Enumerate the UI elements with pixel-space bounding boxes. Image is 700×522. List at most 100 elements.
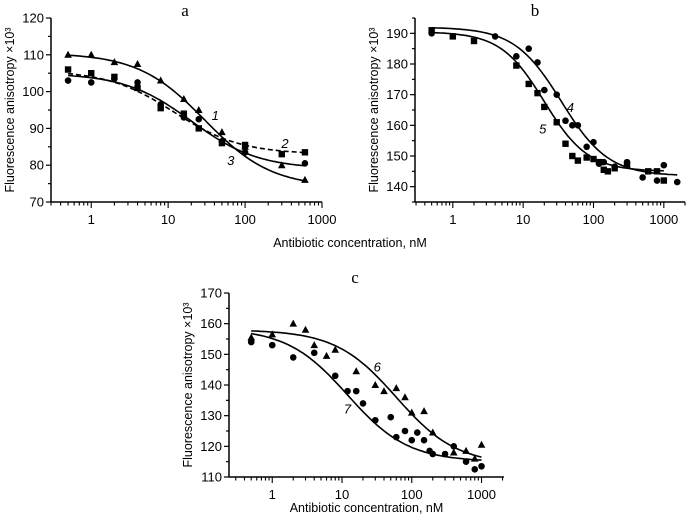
data-point-square bbox=[241, 141, 249, 149]
series-3: 3 bbox=[64, 74, 309, 168]
data-point-square bbox=[64, 66, 72, 73]
data-point-circle bbox=[180, 114, 188, 121]
panel-title: c bbox=[351, 268, 359, 287]
data-point-circle bbox=[569, 122, 576, 129]
data-point-circle bbox=[478, 462, 485, 470]
data-point-square bbox=[449, 33, 457, 40]
data-point-triangle bbox=[331, 345, 340, 353]
data-point-circle bbox=[462, 458, 470, 465]
y-tick-label: 120 bbox=[200, 439, 222, 454]
fit-curve bbox=[251, 332, 482, 461]
data-point-circle bbox=[429, 450, 437, 458]
data-point-circle bbox=[331, 372, 339, 380]
panel-b: b 140 150 160 170 180 190 1 10 100 1000 Fluorescenc… bbox=[367, 1, 686, 227]
series-6: 6 bbox=[247, 319, 486, 462]
y-tick-label: 100 bbox=[22, 84, 44, 99]
data-point-circle bbox=[491, 33, 499, 40]
data-point-circle bbox=[413, 429, 421, 436]
y-tick-label: 160 bbox=[200, 316, 222, 331]
x-tick-label: 100 bbox=[234, 212, 256, 227]
data-point-circle bbox=[583, 143, 590, 151]
data-point-square bbox=[278, 150, 285, 158]
data-point-circle bbox=[111, 75, 118, 83]
panel-title: b bbox=[531, 1, 540, 20]
shared-x-axis-label: Antibiotic concentration, nM bbox=[273, 236, 427, 250]
data-point-circle bbox=[371, 416, 379, 424]
data-point-circle bbox=[247, 338, 255, 346]
x-tick-label: 1 bbox=[88, 212, 95, 227]
y-tick-label: 120 bbox=[22, 11, 44, 26]
series-7: 7 bbox=[247, 332, 485, 473]
data-point-square bbox=[653, 168, 661, 175]
data-point-square bbox=[645, 168, 652, 175]
data-point-circle bbox=[289, 354, 297, 361]
fit-curve bbox=[68, 54, 306, 182]
data-point-square bbox=[470, 37, 478, 45]
curve-label: 2 bbox=[280, 136, 289, 151]
data-point-circle bbox=[401, 427, 409, 435]
x-tick-label: 10 bbox=[516, 212, 530, 227]
data-point-circle bbox=[450, 443, 458, 450]
data-point-triangle bbox=[380, 387, 388, 395]
y-axis-label: Fluorescence anisotropy ×10³ bbox=[367, 27, 381, 192]
data-point-circle bbox=[301, 160, 309, 167]
y-tick-label: 160 bbox=[386, 118, 408, 133]
y-tick-label: 150 bbox=[200, 347, 222, 362]
curve-label: 3 bbox=[227, 153, 235, 168]
curve-label: 4 bbox=[567, 100, 574, 115]
data-point-triangle bbox=[462, 446, 470, 454]
curve-label: 7 bbox=[344, 401, 352, 416]
data-point-square bbox=[569, 152, 576, 160]
data-point-square bbox=[590, 155, 597, 163]
data-point-square bbox=[534, 89, 541, 97]
data-point-triangle bbox=[392, 384, 401, 392]
data-point-circle bbox=[195, 115, 203, 123]
x-tick-label: 100 bbox=[401, 487, 423, 502]
y-tick-label: 110 bbox=[201, 470, 222, 485]
data-point-circle bbox=[541, 86, 548, 94]
x-tick-label: 1000 bbox=[308, 212, 337, 227]
data-point-triangle bbox=[156, 76, 165, 84]
curve-label: 6 bbox=[374, 360, 382, 375]
y-tick-label: 80 bbox=[30, 158, 44, 173]
data-point-square bbox=[513, 62, 520, 69]
data-point-triangle bbox=[87, 50, 96, 58]
data-point-circle bbox=[241, 149, 249, 156]
x-tick-label: 1000 bbox=[467, 487, 496, 502]
data-point-circle bbox=[639, 174, 646, 181]
data-point-circle bbox=[441, 450, 449, 458]
x-tick-label: 1 bbox=[269, 487, 276, 502]
x-axis-label: Antibiotic concentration, nM bbox=[290, 501, 444, 515]
series-1: 1 bbox=[64, 50, 309, 183]
data-point-triangle bbox=[180, 94, 188, 102]
data-point-circle bbox=[408, 436, 416, 444]
data-point-circle bbox=[359, 400, 367, 407]
data-point-circle bbox=[534, 59, 541, 66]
data-point-circle bbox=[553, 91, 561, 98]
data-point-triangle bbox=[407, 408, 416, 416]
data-point-square bbox=[541, 103, 548, 111]
data-point-circle bbox=[268, 341, 276, 349]
data-point-triangle bbox=[268, 330, 277, 338]
data-point-circle bbox=[64, 77, 72, 84]
y-tick-label: 130 bbox=[200, 408, 222, 423]
data-point-circle bbox=[352, 387, 360, 395]
data-point-triangle bbox=[449, 448, 458, 456]
series-5: 5 bbox=[428, 27, 668, 184]
data-point-square bbox=[604, 168, 612, 175]
data-point-circle bbox=[653, 177, 661, 184]
data-point-triangle bbox=[322, 351, 331, 359]
data-point-square bbox=[562, 140, 569, 147]
fit-curve bbox=[251, 330, 482, 458]
y-tick-label: 170 bbox=[386, 87, 408, 102]
data-point-circle bbox=[392, 433, 400, 441]
data-point-circle bbox=[513, 53, 520, 60]
y-tick-label: 140 bbox=[200, 378, 222, 393]
data-point-circle bbox=[562, 117, 569, 125]
y-tick-label: 110 bbox=[23, 47, 44, 62]
data-point-square bbox=[157, 104, 164, 112]
data-point-triangle bbox=[194, 106, 203, 113]
data-point-circle bbox=[134, 79, 141, 86]
